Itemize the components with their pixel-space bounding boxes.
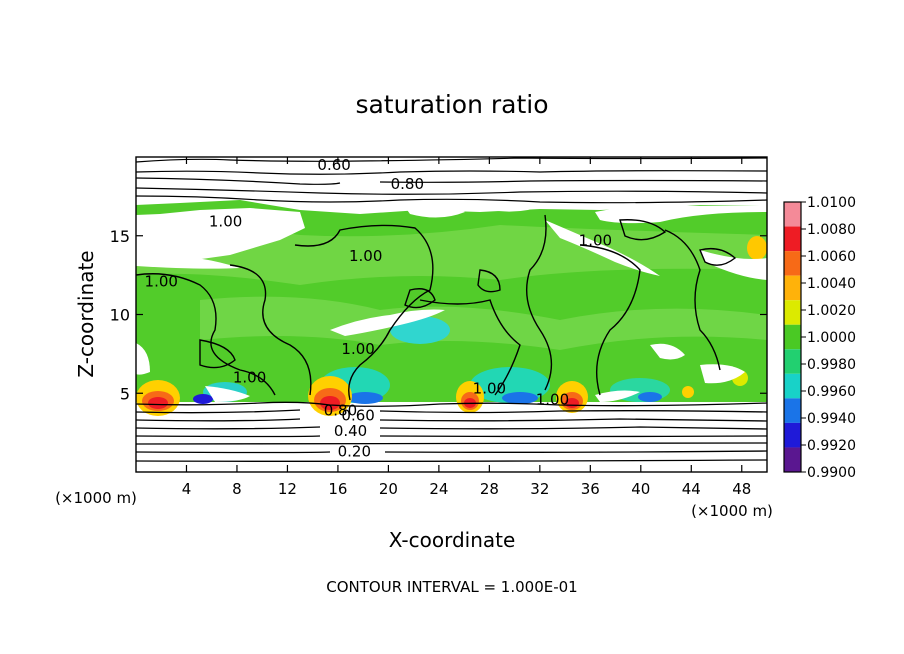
contour-label: 0.60 [317, 156, 350, 174]
light-green-band [200, 296, 767, 350]
colorbar-swatch [784, 373, 801, 399]
contour-label: 0.80 [391, 175, 424, 193]
light-green-band [136, 225, 767, 285]
x-tick-label: 12 [278, 480, 297, 498]
x-tick-label: 8 [232, 480, 242, 498]
x-tick-label: 32 [530, 480, 549, 498]
contour-label: 1.00 [579, 231, 612, 249]
y-axis-label: Z-coordinate [74, 250, 98, 377]
colorbar-label: 0.9980 [807, 357, 856, 373]
colorbar-label: 1.0000 [807, 330, 856, 346]
plume [747, 236, 767, 260]
contour-label: 1.00 [209, 213, 242, 231]
contour-label: 0.80 [324, 402, 357, 420]
colorbar-swatch [784, 300, 801, 325]
colorbar-swatch [784, 251, 801, 276]
colorbar-label: 1.0080 [807, 222, 856, 238]
x-axis-ticks: 4 8 12 16 20 24 28 32 36 40 44 48 [182, 157, 751, 498]
dry-slot [700, 250, 767, 280]
x-units-right: (×1000 m) [691, 502, 773, 520]
blue-pocket [347, 392, 383, 404]
colorbar-label: 0.9960 [807, 384, 856, 400]
blue-pocket [502, 392, 538, 404]
dry-slot [595, 205, 767, 224]
colorbar-swatch [784, 447, 801, 472]
contour-labels: 0.600.801.001.001.001.001.001.001.001.00… [145, 156, 613, 461]
contour-interval-note: CONTOUR INTERVAL = 1.000E-01 [326, 578, 577, 596]
x-tick-label: 4 [182, 480, 192, 498]
plot-area: 0.600.801.001.001.001.001.001.001.001.00… [136, 156, 767, 472]
contour-label: 1.00 [233, 369, 266, 387]
colorbar-label: 1.0020 [807, 303, 856, 319]
colorbar-swatch [784, 275, 801, 301]
dry-slot [136, 208, 305, 262]
x-tick-label: 20 [379, 480, 398, 498]
dry-slot [400, 199, 465, 218]
colorbar-swatch [784, 422, 801, 448]
colorbar-swatch [784, 324, 801, 350]
y-tick-label: 10 [110, 306, 130, 325]
contour-label: 1.00 [536, 391, 569, 409]
y-axis-ticks: 5 10 15 [110, 227, 767, 403]
contour-label: 0.60 [341, 406, 374, 424]
plume [682, 386, 694, 398]
x-tick-label: 40 [631, 480, 650, 498]
dry-slot [136, 255, 240, 269]
contour-label: 0.20 [338, 443, 371, 461]
colorbar-swatch [784, 226, 801, 252]
cloud-contours [136, 214, 737, 401]
chart-title: saturation ratio [355, 90, 548, 119]
dry-slot [330, 309, 445, 336]
contour-label: 1.00 [473, 380, 506, 398]
y-tick-label: 5 [120, 384, 130, 403]
colorbar: 1.0100 1.0080 1.0060 1.0040 1.0020 1.0000 0.99… [783, 195, 856, 481]
colorbar-label: 0.9920 [807, 438, 856, 454]
dry-slot [700, 364, 745, 384]
x-tick-label: 24 [429, 480, 448, 498]
blue-pocket [638, 392, 662, 402]
x-tick-label: 48 [732, 480, 751, 498]
colorbar-label: 1.0060 [807, 249, 856, 265]
plume [456, 381, 484, 413]
colorbar-swatch [784, 349, 801, 374]
y-tick-label: 15 [110, 227, 130, 246]
dry-slot [205, 386, 250, 402]
x-tick-label: 36 [581, 480, 600, 498]
dry-slot [595, 390, 640, 402]
contour-label: 1.00 [349, 247, 382, 265]
colorbar-swatch [784, 398, 801, 423]
x-tick-label: 28 [480, 480, 499, 498]
x-axis-label: X-coordinate [389, 528, 516, 552]
colorbar-label: 0.9900 [807, 465, 856, 481]
dry-slot [136, 343, 150, 375]
blue-pocket [193, 394, 213, 404]
plume [136, 380, 180, 416]
x-tick-label: 16 [328, 480, 347, 498]
upper-contours [136, 157, 767, 204]
dry-slot [650, 343, 685, 360]
colorbar-label: 1.0040 [807, 276, 856, 292]
contour-label: 1.00 [145, 272, 178, 290]
colorbar-label: 1.0100 [807, 195, 856, 211]
colorbar-swatch [784, 202, 801, 227]
contour-label: 1.00 [341, 340, 374, 358]
x-units-left: (×1000 m) [55, 489, 137, 507]
x-tick-label: 44 [682, 480, 701, 498]
contour-label: 0.40 [334, 422, 367, 440]
colorbar-label: 0.9940 [807, 411, 856, 427]
lower-contours [136, 401, 767, 462]
